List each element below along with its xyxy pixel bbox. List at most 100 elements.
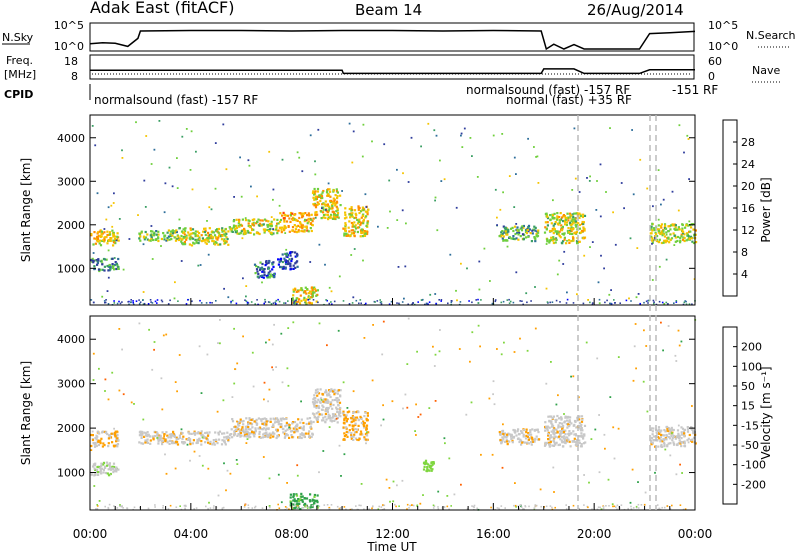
heatmap-cell [396, 219, 399, 221]
heatmap-cell [501, 232, 504, 235]
heatmap-cell [302, 212, 305, 215]
heatmap-cell [439, 329, 441, 331]
colorbar-tick-label: -15 [741, 419, 759, 432]
heatmap-cell [245, 433, 248, 436]
heatmap-cell [98, 242, 101, 245]
heatmap-cell [545, 382, 548, 385]
heatmap-cell [574, 420, 577, 423]
heatmap-cell [108, 263, 111, 267]
heatmap-cell [329, 419, 332, 422]
heatmap-cell [338, 412, 341, 415]
heatmap-cell [556, 232, 559, 235]
heatmap-cell [326, 407, 330, 411]
heatmap-cell [562, 437, 565, 440]
heatmap-cell [534, 327, 537, 330]
heatmap-cell [594, 428, 597, 431]
heatmap-cell [297, 505, 299, 507]
heatmap-cell [663, 429, 666, 432]
heatmap-cell [105, 299, 107, 301]
heatmap-cell [200, 392, 203, 394]
heatmap-cell [221, 507, 224, 509]
heatmap-cell [286, 434, 289, 437]
heatmap-cell [197, 432, 200, 435]
heatmap-cell [109, 233, 112, 236]
heatmap-cell [295, 494, 299, 497]
heatmap-cell [577, 240, 580, 243]
heatmap-cell [175, 229, 178, 232]
heatmap-cell [582, 436, 585, 439]
heatmap-cell [289, 504, 292, 507]
heatmap-cell [278, 260, 281, 264]
heatmap-cell [121, 157, 124, 159]
heatmap-cell [333, 388, 336, 391]
heatmap-cell [654, 235, 657, 238]
heatmap-cell [428, 407, 431, 409]
heatmap-cell [101, 232, 104, 235]
heatmap-cell [248, 418, 251, 422]
heatmap-cell [544, 421, 547, 424]
heatmap-cell [237, 428, 240, 431]
heatmap-cell [322, 216, 325, 219]
heatmap-cell [293, 506, 296, 510]
heatmap-cell [251, 351, 254, 354]
heatmap-cell [263, 421, 266, 424]
heatmap-cell [267, 301, 270, 303]
heatmap-cell [101, 445, 104, 448]
heatmap-cell [414, 430, 416, 432]
heatmap-cell [106, 264, 109, 268]
heatmap-cell [242, 277, 244, 280]
heatmap-cell [112, 241, 116, 244]
heatmap-cell [174, 239, 178, 242]
heatmap-cell [198, 236, 201, 239]
heatmap-cell [449, 253, 452, 256]
heatmap-cell [579, 213, 582, 216]
heatmap-cell [240, 230, 243, 233]
heatmap-cell [501, 133, 504, 135]
heatmap-cell [214, 431, 217, 434]
heatmap-cell [90, 299, 93, 301]
heatmap-cell [198, 232, 201, 235]
heatmap-cell [664, 448, 667, 451]
heatmap-cell [335, 210, 338, 213]
heatmap-cell [562, 220, 565, 223]
heatmap-cell [578, 240, 581, 243]
heatmap-cell [187, 437, 191, 440]
heatmap-cell [525, 232, 528, 235]
heatmap-cell [266, 435, 269, 439]
heatmap-cell [407, 181, 410, 183]
heatmap-cell [515, 173, 517, 175]
heatmap-cell [263, 218, 267, 221]
heatmap-cell [506, 443, 509, 446]
heatmap-cell [316, 418, 319, 421]
heatmap-cell [675, 301, 678, 303]
heatmap-cell [256, 220, 259, 223]
heatmap-cell [329, 215, 332, 218]
heatmap-cell [197, 439, 201, 442]
heatmap-cell [149, 239, 152, 242]
heatmap-cell [564, 218, 568, 221]
heatmap-cell [422, 462, 426, 465]
heatmap-cell [566, 239, 568, 242]
heatmap-cell [677, 436, 680, 440]
heatmap-cell [663, 438, 666, 442]
heatmap-cell [545, 227, 548, 230]
heatmap-cell [310, 290, 313, 293]
heatmap-cell [534, 238, 537, 241]
heatmap-cell [500, 442, 503, 445]
heatmap-cell [308, 434, 311, 437]
heatmap-cell [671, 433, 674, 436]
heatmap-cell [271, 343, 274, 346]
heatmap-cell [659, 440, 662, 443]
heatmap-cell [209, 507, 212, 509]
heatmap-cell [650, 441, 653, 444]
heatmap-cell [113, 469, 116, 472]
heatmap-cell [661, 506, 663, 509]
heatmap-cell [571, 223, 574, 226]
heatmap-cell [692, 228, 695, 231]
heatmap-cell [566, 426, 569, 429]
heatmap-cell [208, 501, 210, 504]
heatmap-cell [568, 221, 572, 224]
heatmap-cell [671, 436, 674, 440]
heatmap-cell [344, 227, 347, 230]
heatmap-cell [300, 299, 303, 302]
